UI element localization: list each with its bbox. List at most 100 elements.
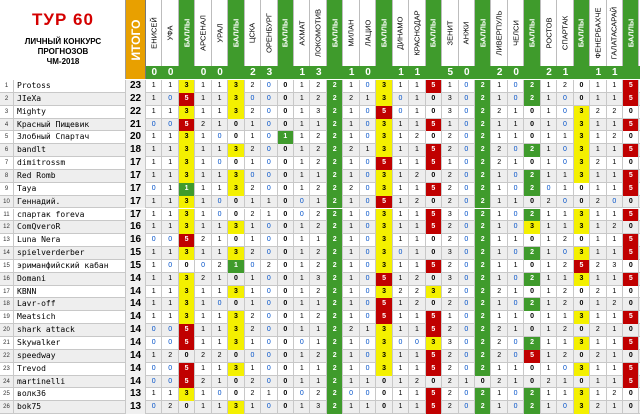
table-row[interactable]: 25 волк36 13 1 1 3 1 0 0 2 1 0 0 2 2 0 0 0 1 1 5 2 0 2 1 0 2 1 1 3 1 2 0 — [0, 388, 640, 402]
points-column-header: БАЛЛЫ — [524, 0, 541, 66]
prediction-cell: 0 — [508, 144, 525, 158]
points-cell: 0 — [278, 298, 295, 312]
team-column-header: ГАЛАТАСАРАЙ — [606, 0, 624, 66]
prediction-cell: 1 — [162, 388, 179, 402]
table-row[interactable]: 7 dimitrossm 17 1 1 3 1 0 0 1 0 0 1 2 2 1 0 5 1 1 5 1 0 2 2 1 0 1 0 3… — [0, 157, 640, 170]
rank-number: 10 — [0, 195, 14, 209]
prediction-cell: 2 — [162, 349, 179, 363]
table-row[interactable]: 2 JIeXa 22 1 0 5 1 1 3 0 0 0 1 2 2 2 1 3 0 1 0 3 0 2 1 0 2 1 0 0 1 1 5 — [0, 92, 640, 106]
points-cell: 2 — [326, 234, 344, 248]
rank-number: 7 — [0, 157, 14, 170]
participant-name: Taya — [14, 182, 126, 196]
points-cell: 0 — [278, 182, 295, 196]
rank-number: 9 — [0, 182, 14, 196]
points-cell: 5 — [425, 259, 443, 273]
points-cell: 5 — [623, 118, 640, 132]
total-points: 13 — [126, 388, 146, 402]
table-row[interactable]: 14 spielverderber 15 1 1 3 1 1 3 2 0 0 1 2 2 1 0 3 0 1 0 3 0 2 1… — [0, 247, 640, 260]
prediction-cell: 0 — [360, 362, 377, 376]
table-row[interactable]: 10 Геннадий. 17 1 1 3 1 0 0 1 1 0 0 1 2 1 0 5 1 2 0 2 0 2 1 1 0 2 0 0… — [0, 195, 640, 209]
prediction-cell: 2 — [491, 285, 508, 299]
prediction-cell: 1 — [311, 118, 327, 132]
prediction-cell: 2 — [245, 144, 262, 158]
prediction-cell: 1 — [311, 375, 327, 389]
total-points: 17 — [126, 182, 146, 196]
prediction-cell: 2 — [491, 337, 508, 350]
points-cell: 5 — [376, 157, 393, 170]
points-cell: 2 — [475, 221, 492, 235]
prediction-cell: 1 — [245, 362, 262, 376]
table-row[interactable]: 6 bandlt 18 1 1 3 1 1 3 2 0 0 1 2 2 2 1 3 1 1 5 2 0 2 2 0 2 1 0 3 1 1 5 — [0, 144, 640, 158]
table-row[interactable]: 16 Domani 14 1 1 3 2 1 0 1 0 0 1 3 2 1 0 5 1 2 0 3 0 2 1 0 2 1 1 3 1 1 5 — [0, 272, 640, 286]
prediction-cell: 1 — [393, 375, 410, 389]
prediction-cell: 1 — [146, 131, 163, 145]
table-row[interactable]: 9 Taya 17 0 1 1 1 1 3 2 0 0 1 2 2 2 0 3 1 1 5 2 0 2 1 0 2 0 1 0 1 1 5 — [0, 182, 640, 196]
table-row[interactable]: 24 martinelli 14 0 0 5 2 1 0 2 0 0 1 1 2 1 1 0 1 2 0 2 1 0 2 1 0 2 1… — [0, 375, 640, 389]
table-row[interactable]: 11 спартак foreva 17 1 1 3 1 0 0 2 1 0 0 2 2 1 0 3 1 1 5 3 0 2 1… — [0, 208, 640, 222]
points-cell: 3 — [425, 337, 443, 350]
points-cell: 3 — [228, 92, 245, 106]
prediction-cell: 2 — [311, 92, 327, 106]
table-row[interactable]: 4 Красный Пищевик 21 0 0 5 2 1 0 1 0 0 1 1 2 1 0 3 1 1 5 1 0 2 1… — [0, 118, 640, 132]
points-cell: 5 — [425, 118, 443, 132]
prediction-cell: 2 — [212, 349, 229, 363]
prediction-cell: 2 — [311, 259, 327, 273]
table-row[interactable]: 15 эриманфийский кабан 15 1 0 0 0 2 1 0 2 0 1 2 2 1 0 3 1 1… — [0, 259, 640, 273]
team-column-header: ЛИВЕРПУЛЬ — [491, 0, 508, 66]
participant-name: speedway — [14, 349, 126, 363]
table-row[interactable]: 17 KBNN 14 1 1 3 1 1 3 1 0 0 1 2 2 1 0 3 2 2 3 2 0 2 2 1 0 1 2 0 2 1 0 — [0, 285, 640, 299]
prediction-cell: 0 — [360, 118, 377, 132]
participant-name: shark attack — [14, 324, 126, 337]
prediction-cell: 1 — [212, 80, 229, 93]
prediction-cell: 0 — [146, 324, 163, 337]
team-column-header: ЛОКОМОТИВ — [310, 0, 327, 66]
points-cell: 0 — [278, 324, 295, 337]
table-row[interactable]: 19 Meatsich 14 1 1 3 1 1 3 2 0 0 1 2 2 1 0 5 1 1 5 1 0 2 1 1 0 1 1 3 1… — [0, 311, 640, 325]
table-row[interactable]: 13 Luna Nera 16 0 0 5 2 1 0 1 0 0 1 1 2 1 0 3 1 1 0 2 0 2 1 1 0 1 2 0… — [0, 234, 640, 248]
total-points: 21 — [126, 118, 146, 132]
points-cell: 2 — [475, 195, 492, 209]
prediction-cell: 1 — [195, 221, 212, 235]
column-header-label: УРАЛ — [215, 23, 225, 43]
prediction-cell: 1 — [590, 169, 607, 183]
prediction-cell: 1 — [162, 285, 179, 299]
points-cell: 5 — [376, 272, 393, 286]
points-cell: 2 — [326, 272, 344, 286]
prediction-cell: 0 — [212, 195, 229, 209]
table-row[interactable]: 22 speedway 14 1 2 0 2 2 0 0 0 0 1 2 2 1 0 3 1 1 5 2 0 2 2 0 5 1 2 0 2… — [0, 349, 640, 363]
prediction-cell: 2 — [409, 169, 426, 183]
table-row[interactable]: 21 Skywalker 14 0 0 5 1 1 3 1 0 0 0 1 2 1 0 3 0 0 3 3 0 2 2 0 2 1 1 3… — [0, 337, 640, 350]
points-cell: 0 — [278, 157, 295, 170]
prediction-cell: 1 — [491, 169, 508, 183]
table-row[interactable]: 23 Trevod 14 0 0 5 1 1 3 1 0 0 1 1 2 1 0 3 1 1 5 2 0 2 1 1 0 1 0 3 1 1 5 — [0, 362, 640, 376]
total-points: 17 — [126, 169, 146, 183]
table-row[interactable]: 18 Lavr-off 14 1 1 3 1 0 0 1 0 0 1 1 2 1 0 5 1 2 0 2 0 2 1 0 2 1 2 0 1… — [0, 298, 640, 312]
table-row[interactable]: 3 Mighty 22 1 1 3 1 1 3 2 0 0 1 3 2 1 0 5 0 1 0 3 0 2 2 1 0 1 0 3 2 2 0 — [0, 105, 640, 119]
table-row[interactable]: 1 Protoss 23 1 1 3 1 1 3 2 0 0 1 2 2 1 0 3 1 1 5 1 0 2 1 0 2 1 2 0 1 1 5 — [0, 80, 640, 93]
match-score: 5 — [447, 67, 454, 78]
prediction-cell: 0 — [360, 298, 377, 312]
points-cell: 0 — [426, 234, 443, 248]
table-row[interactable]: 8 Red Romb 17 1 1 3 1 1 3 0 0 0 1 1 2 1 0 3 1 2 0 2 0 2 1 0 2 1 1 3 1 1… — [0, 169, 640, 183]
prediction-cell: 0 — [557, 362, 574, 376]
total-header-label: ИТОГО — [128, 19, 143, 60]
prediction-cell: 0 — [557, 401, 574, 415]
prediction-cell: 1 — [360, 375, 377, 389]
prediction-cell: 1 — [393, 349, 410, 363]
prediction-cell: 1 — [294, 131, 311, 145]
table-row[interactable]: 20 shark attack 14 0 0 5 1 1 3 2 0 0 1 1 2 2 1 3 1 1 5 2 0 2 2 1 0… — [0, 324, 640, 337]
prediction-cell: 0 — [245, 259, 262, 273]
participant-name: спартак foreva — [14, 208, 126, 222]
points-cell: 2 — [475, 285, 492, 299]
table-row[interactable]: 12 ComQveroR 16 1 1 3 1 1 3 1 0 0 1 2 2 1 0 3 1 1 5 2 0 2 1 0 3 1 1 3… — [0, 221, 640, 235]
prediction-cell: 1 — [212, 285, 229, 299]
prediction-cell: 0 — [146, 337, 163, 350]
prediction-cell: 0 — [360, 349, 377, 363]
points-cell: 3 — [376, 234, 393, 248]
table-row[interactable]: 5 Злобный Спартач 20 1 1 3 1 0 0 1 0 1 1 2 2 1 0 3 1 2 0 2 0 2 1… — [0, 131, 640, 145]
points-cell: 0 — [574, 349, 591, 363]
team-column-header: АНЖИ — [458, 0, 475, 66]
points-cell: 3 — [573, 157, 591, 170]
table-row[interactable]: 26 bok75 13 0 2 0 1 1 3 1 0 0 1 3 2 1 1 0 1 1 5 2 0 2 1 0 2 1 0 3 2 1 0 — [0, 401, 640, 415]
prediction-cell: 2 — [195, 234, 212, 248]
